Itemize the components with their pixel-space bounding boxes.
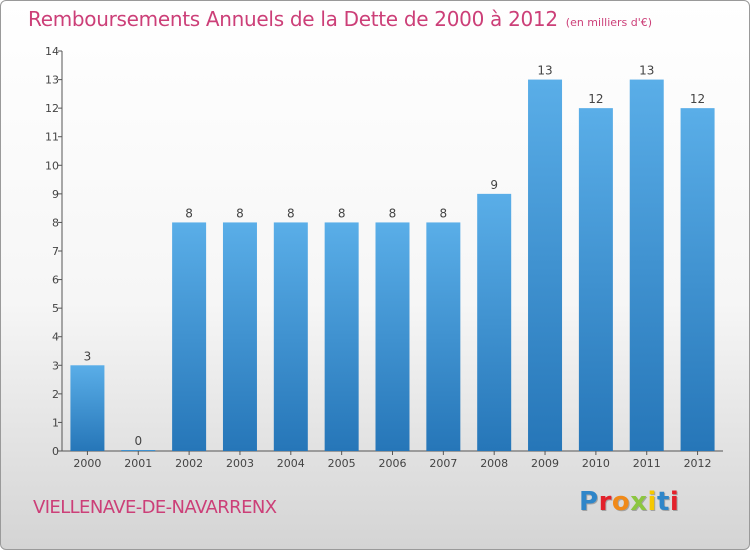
y-tick-label: 14 bbox=[45, 45, 59, 58]
data-label-2006: 8 bbox=[389, 206, 397, 220]
bar-2011 bbox=[629, 79, 664, 452]
data-label-2004: 8 bbox=[287, 206, 295, 220]
x-tick-label-2004: 2004 bbox=[277, 457, 305, 470]
logo-letter: i bbox=[647, 487, 657, 517]
chart-title-text: Remboursements Annuels de la Dette de 20… bbox=[28, 7, 558, 31]
bar-2003 bbox=[222, 222, 257, 451]
logo-letter: t bbox=[656, 487, 670, 517]
bar-2006 bbox=[375, 222, 410, 451]
logo-letter: P bbox=[579, 487, 599, 517]
bar-2007 bbox=[426, 222, 461, 451]
data-label-2001: 0 bbox=[134, 434, 142, 448]
chart-subtitle: (en milliers d'€) bbox=[565, 16, 653, 29]
y-tick-label: 13 bbox=[45, 74, 59, 87]
x-tick-label-2003: 2003 bbox=[226, 457, 254, 470]
y-tick-label: 12 bbox=[45, 102, 59, 115]
y-tick-label: 0 bbox=[52, 445, 59, 458]
bar-2002 bbox=[172, 222, 207, 451]
data-label-2003: 8 bbox=[236, 206, 244, 220]
data-label-2000: 3 bbox=[84, 349, 92, 363]
bar-2010 bbox=[578, 108, 613, 452]
x-tick-label-2005: 2005 bbox=[328, 457, 356, 470]
y-tick-label: 8 bbox=[52, 216, 59, 229]
data-label-2002: 8 bbox=[185, 206, 193, 220]
x-tick-label-2006: 2006 bbox=[379, 457, 407, 470]
bar-2012 bbox=[680, 108, 715, 452]
data-label-2012: 12 bbox=[690, 92, 705, 106]
x-tick-label-2009: 2009 bbox=[531, 457, 559, 470]
chart-title: Remboursements Annuels de la Dette de 20… bbox=[28, 7, 652, 31]
commune-name: VIELLENAVE-DE-NAVARRENX bbox=[33, 497, 277, 518]
x-tick-label-2002: 2002 bbox=[175, 457, 203, 470]
logo-letter: i bbox=[669, 487, 680, 517]
data-label-2010: 12 bbox=[588, 92, 603, 106]
x-tick-label-2012: 2012 bbox=[684, 457, 712, 470]
logo-letter: r bbox=[598, 487, 612, 517]
y-tick-label: 2 bbox=[52, 388, 59, 401]
bar-2004 bbox=[273, 222, 308, 451]
y-tick-label: 3 bbox=[52, 359, 59, 372]
y-tick-label: 9 bbox=[52, 188, 59, 201]
x-tick-label-2011: 2011 bbox=[633, 457, 661, 470]
x-tick-label-2001: 2001 bbox=[124, 457, 152, 470]
x-tick-label-2007: 2007 bbox=[429, 457, 457, 470]
bar-2000 bbox=[70, 365, 105, 451]
bar-2001 bbox=[121, 450, 156, 451]
chart-bars bbox=[70, 79, 715, 452]
data-label-2008: 9 bbox=[490, 178, 498, 192]
x-tick-label-2008: 2008 bbox=[480, 457, 508, 470]
data-label-2007: 8 bbox=[440, 206, 448, 220]
x-tick-label-2000: 2000 bbox=[73, 457, 101, 470]
y-tick-label: 4 bbox=[52, 331, 59, 344]
bar-2005 bbox=[324, 222, 359, 451]
y-tick-label: 1 bbox=[52, 416, 59, 429]
bar-2008 bbox=[477, 193, 512, 451]
proxiti-logo: Proxiti bbox=[579, 487, 679, 517]
chart-data-labels: 3 0 8 8 8 8 8 8 9 13 12 13 12 bbox=[84, 64, 706, 448]
y-tick-label: 6 bbox=[52, 274, 59, 287]
data-label-2009: 13 bbox=[537, 64, 552, 78]
logo-letter: o bbox=[611, 487, 631, 517]
y-tick-label: 10 bbox=[45, 159, 59, 172]
data-label-2005: 8 bbox=[338, 206, 346, 220]
x-tick-label-2010: 2010 bbox=[582, 457, 610, 470]
logo-letter: x bbox=[630, 487, 648, 517]
bar-2009 bbox=[528, 79, 563, 452]
y-tick-label: 5 bbox=[52, 302, 59, 315]
data-label-2011: 13 bbox=[639, 64, 654, 78]
y-tick-label: 11 bbox=[45, 131, 59, 144]
y-tick-label: 7 bbox=[52, 245, 59, 258]
